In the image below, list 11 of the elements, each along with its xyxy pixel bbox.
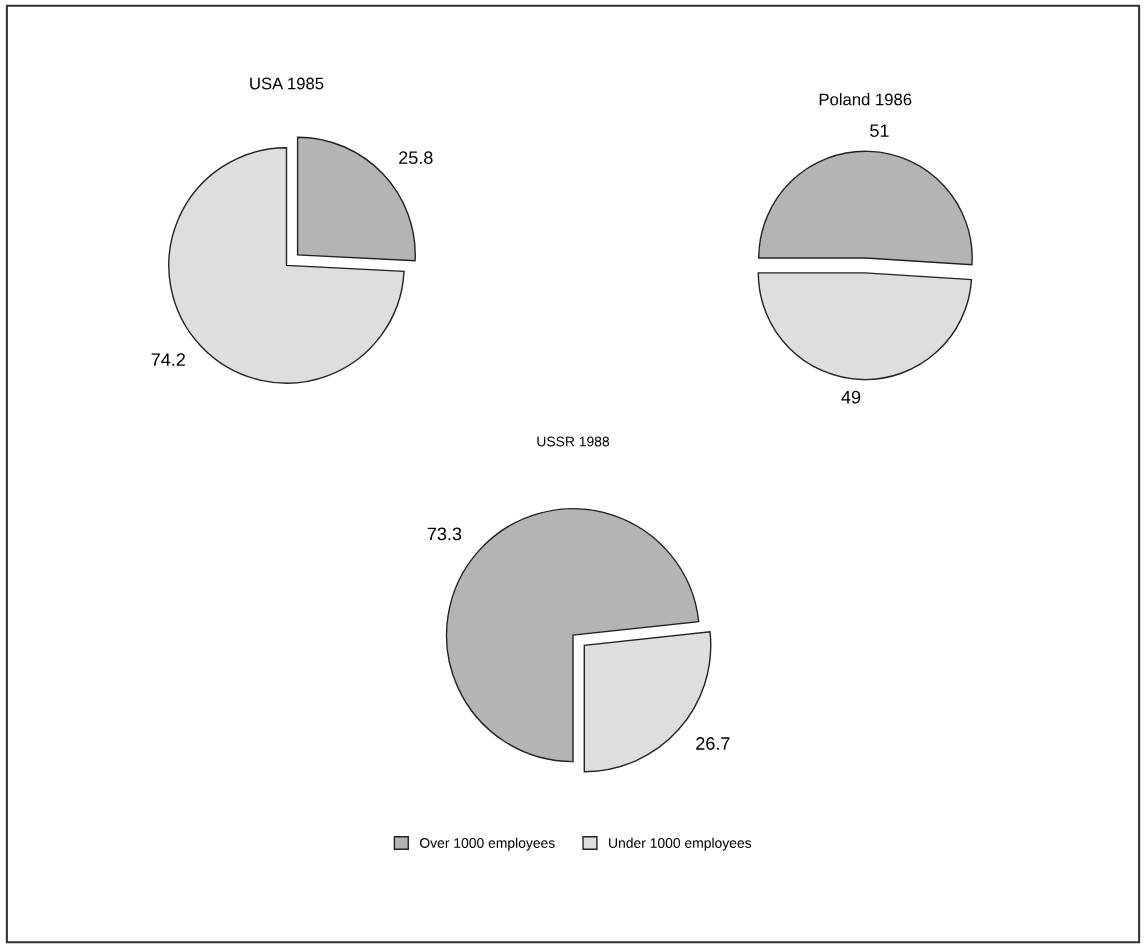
data-label: 49 (841, 390, 861, 404)
chart-title: USA 1985 (250, 77, 324, 90)
data-label: 74.2 (151, 353, 185, 366)
legend-label: Over 1000 employees (420, 837, 555, 851)
chart-title: Poland 1986 (819, 93, 912, 106)
data-label: 25.8 (399, 151, 433, 165)
data-label: 51 (870, 124, 889, 137)
data-label: 73.3 (427, 527, 462, 541)
chart-title: USSR 1988 (537, 436, 610, 447)
data-label: 26.7 (696, 737, 730, 750)
legend-label: Under 1000 employees (609, 837, 752, 851)
